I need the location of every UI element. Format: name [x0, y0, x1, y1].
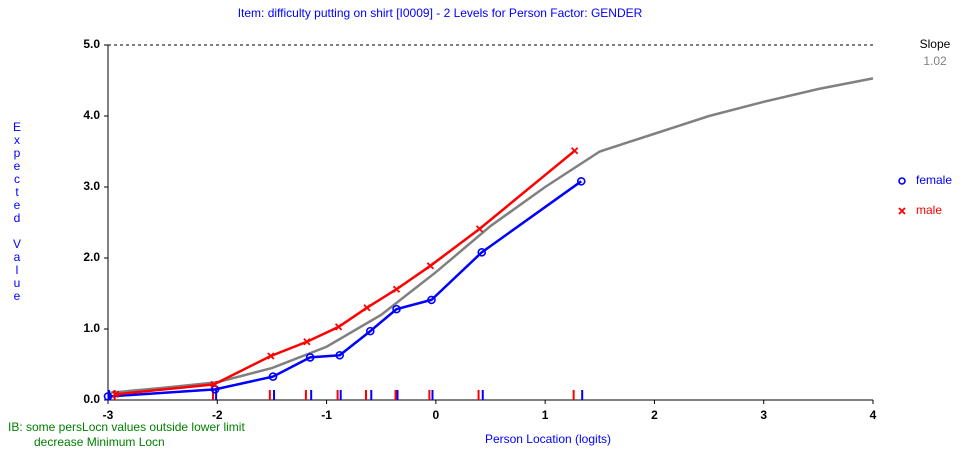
point: [103, 392, 113, 401]
point: [363, 304, 371, 312]
note: decrease Minimum Locn: [34, 435, 165, 449]
point: [305, 353, 315, 362]
x-tick-label: -1: [321, 408, 332, 422]
point: [392, 285, 401, 293]
point: [576, 177, 586, 186]
y-tick-label: 0.0: [83, 392, 100, 406]
point: [427, 295, 436, 305]
y-tick-label: 1.0: [83, 321, 100, 335]
x-tick-label: -3: [103, 408, 114, 422]
series-line: [115, 149, 576, 396]
slope-value: 1.02: [923, 54, 947, 68]
chart-title: Item: difficulty putting on shirt [I0009…: [238, 6, 643, 20]
point: [334, 323, 343, 331]
x-tick-label: 3: [760, 408, 767, 422]
x-tick-label: 2: [651, 408, 658, 422]
x-axis-label: Person Location (logits): [485, 432, 611, 446]
y-tick-label: 4.0: [83, 108, 100, 122]
point: [267, 352, 275, 360]
legend-marker: [898, 177, 906, 185]
x-tick-label: 1: [542, 408, 549, 422]
point: [477, 248, 487, 257]
y-tick-label: 2.0: [83, 250, 100, 264]
point: [426, 262, 435, 270]
note: IB: some persLocn values outside lower l…: [8, 420, 245, 434]
legend-label: female: [916, 173, 952, 187]
x-tick-label: -2: [212, 408, 223, 422]
point: [335, 350, 344, 360]
y-tick-label: 5.0: [83, 37, 100, 51]
legend-label: male: [916, 203, 942, 217]
point: [112, 390, 120, 398]
point: [571, 147, 579, 155]
model-curve: [107, 77, 874, 395]
point: [475, 225, 484, 233]
point: [392, 304, 401, 314]
y-axis-label: Expected Value: [10, 120, 24, 302]
point: [365, 326, 375, 336]
series-line: [107, 180, 582, 398]
point: [268, 372, 278, 381]
point: [303, 338, 311, 346]
point: [210, 380, 218, 389]
x-tick-label: 0: [433, 408, 440, 422]
legend-marker: [898, 207, 906, 215]
y-tick-label: 3.0: [83, 179, 100, 193]
x-tick-label: 4: [870, 408, 877, 422]
slope-label: Slope: [920, 37, 951, 51]
